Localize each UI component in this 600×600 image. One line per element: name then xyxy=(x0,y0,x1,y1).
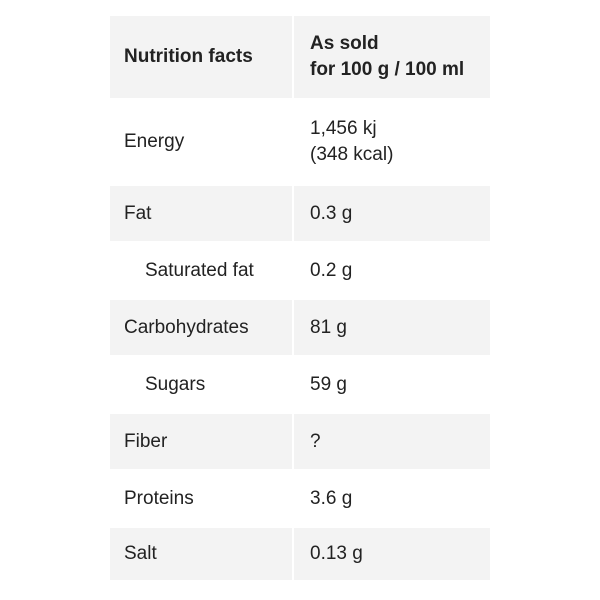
nutrient-value-text: 81 g xyxy=(310,316,347,338)
energy-kcal-value: (348 kcal) xyxy=(310,144,394,165)
energy-kj-value: 1,456 kj xyxy=(310,118,377,139)
nutrient-value: 59 g xyxy=(294,355,490,414)
nutrient-name: Proteins xyxy=(110,469,292,528)
nutrient-label: Saturated fat xyxy=(145,259,254,281)
table-row-energy: Energy 1,456 kj (348 kcal) xyxy=(110,98,490,186)
nutrient-value: 3.6 g xyxy=(294,469,490,528)
nutrient-value-text: 0.2 g xyxy=(310,259,353,281)
nutrient-value-text: 0.3 g xyxy=(310,202,353,224)
nutrient-value: 0.2 g xyxy=(294,241,490,300)
nutrient-label: Fat xyxy=(124,202,152,224)
nutrient-value-text: 0.13 g xyxy=(310,543,363,564)
nutrient-name: Energy xyxy=(110,98,292,186)
header-nutrition-facts-label: Nutrition facts xyxy=(124,46,253,67)
table-row-proteins: Proteins 3.6 g xyxy=(110,469,490,528)
table-row-fat: Fat 0.3 g xyxy=(110,186,490,241)
nutrient-label: Proteins xyxy=(124,487,194,509)
table-row-fiber: Fiber ? xyxy=(110,414,490,469)
nutrient-value: 1,456 kj (348 kcal) xyxy=(294,98,490,186)
header-as-sold: As sold for 100 g / 100 ml xyxy=(294,16,490,98)
nutrient-label: Fiber xyxy=(124,430,168,452)
nutrient-name: Fat xyxy=(110,186,292,241)
nutrient-name: Saturated fat xyxy=(110,241,292,300)
nutrient-value-text: ? xyxy=(310,430,321,452)
header-as-sold-line2: for 100 g / 100 ml xyxy=(310,59,465,80)
nutrient-name: Sugars xyxy=(110,355,292,414)
nutrient-label: Sugars xyxy=(145,373,206,395)
nutrient-value: ? xyxy=(294,414,490,469)
table-row-saturated-fat: Saturated fat 0.2 g xyxy=(110,241,490,300)
nutrient-label: Carbohydrates xyxy=(124,316,249,338)
nutrient-value: 0.3 g xyxy=(294,186,490,241)
nutrient-value: 0.13 g xyxy=(294,528,490,580)
nutrient-value-text: 3.6 g xyxy=(310,487,353,509)
table-row-salt: Salt 0.13 g xyxy=(110,528,490,580)
nutrient-label: Energy xyxy=(124,131,185,152)
nutrient-name: Salt xyxy=(110,528,292,580)
nutrition-facts-table: Nutrition facts As sold for 100 g / 100 … xyxy=(110,16,490,580)
header-nutrition-facts: Nutrition facts xyxy=(110,16,292,98)
table-row-sugars: Sugars 59 g xyxy=(110,355,490,414)
table-row-carbohydrates: Carbohydrates 81 g xyxy=(110,300,490,355)
header-as-sold-line1: As sold xyxy=(310,33,379,54)
nutrient-name: Fiber xyxy=(110,414,292,469)
nutrient-value-text: 59 g xyxy=(310,373,347,395)
table-header-row: Nutrition facts As sold for 100 g / 100 … xyxy=(110,16,490,98)
nutrient-value: 81 g xyxy=(294,300,490,355)
nutrient-label: Salt xyxy=(124,543,157,564)
nutrient-name: Carbohydrates xyxy=(110,300,292,355)
